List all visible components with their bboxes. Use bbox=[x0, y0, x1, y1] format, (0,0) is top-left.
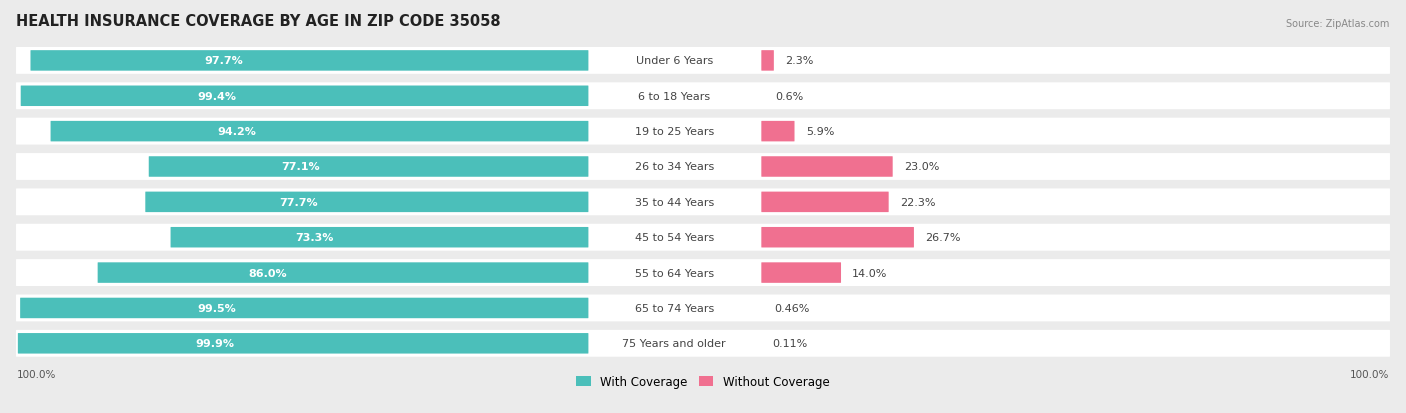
Text: 2.3%: 2.3% bbox=[785, 56, 814, 66]
Legend: With Coverage, Without Coverage: With Coverage, Without Coverage bbox=[572, 370, 834, 393]
Text: 75 Years and older: 75 Years and older bbox=[623, 339, 725, 349]
Text: 19 to 25 Years: 19 to 25 Years bbox=[634, 127, 714, 137]
Text: 23.0%: 23.0% bbox=[904, 162, 939, 172]
FancyBboxPatch shape bbox=[15, 83, 1391, 110]
FancyBboxPatch shape bbox=[21, 86, 588, 107]
FancyBboxPatch shape bbox=[20, 298, 588, 318]
FancyBboxPatch shape bbox=[149, 157, 588, 177]
Text: 6 to 18 Years: 6 to 18 Years bbox=[638, 92, 710, 102]
FancyBboxPatch shape bbox=[761, 121, 794, 142]
Text: 100.0%: 100.0% bbox=[1350, 369, 1389, 379]
FancyBboxPatch shape bbox=[51, 121, 588, 142]
FancyBboxPatch shape bbox=[761, 228, 914, 248]
Text: 26 to 34 Years: 26 to 34 Years bbox=[634, 162, 714, 172]
Text: 99.9%: 99.9% bbox=[195, 339, 235, 349]
FancyBboxPatch shape bbox=[31, 51, 588, 71]
Text: 99.5%: 99.5% bbox=[197, 303, 236, 313]
FancyBboxPatch shape bbox=[761, 263, 841, 283]
Text: HEALTH INSURANCE COVERAGE BY AGE IN ZIP CODE 35058: HEALTH INSURANCE COVERAGE BY AGE IN ZIP … bbox=[17, 14, 501, 29]
Text: 86.0%: 86.0% bbox=[247, 268, 287, 278]
FancyBboxPatch shape bbox=[15, 154, 1391, 180]
FancyBboxPatch shape bbox=[761, 157, 893, 177]
Text: 45 to 54 Years: 45 to 54 Years bbox=[634, 233, 714, 242]
Text: 55 to 64 Years: 55 to 64 Years bbox=[634, 268, 714, 278]
Text: 94.2%: 94.2% bbox=[217, 127, 256, 137]
Text: 35 to 44 Years: 35 to 44 Years bbox=[634, 197, 714, 207]
FancyBboxPatch shape bbox=[15, 224, 1391, 251]
Text: 0.46%: 0.46% bbox=[775, 303, 810, 313]
FancyBboxPatch shape bbox=[18, 333, 588, 354]
FancyBboxPatch shape bbox=[15, 259, 1391, 286]
FancyBboxPatch shape bbox=[761, 51, 773, 71]
Text: 73.3%: 73.3% bbox=[295, 233, 333, 242]
Text: 77.7%: 77.7% bbox=[278, 197, 318, 207]
Text: 99.4%: 99.4% bbox=[198, 92, 236, 102]
FancyBboxPatch shape bbox=[761, 192, 889, 213]
FancyBboxPatch shape bbox=[15, 330, 1391, 357]
Text: 100.0%: 100.0% bbox=[17, 369, 56, 379]
FancyBboxPatch shape bbox=[15, 295, 1391, 322]
FancyBboxPatch shape bbox=[145, 192, 588, 213]
Text: 14.0%: 14.0% bbox=[852, 268, 887, 278]
FancyBboxPatch shape bbox=[15, 189, 1391, 216]
Text: 22.3%: 22.3% bbox=[900, 197, 935, 207]
Text: 65 to 74 Years: 65 to 74 Years bbox=[634, 303, 714, 313]
Text: 97.7%: 97.7% bbox=[204, 56, 243, 66]
Text: Under 6 Years: Under 6 Years bbox=[636, 56, 713, 66]
Text: 26.7%: 26.7% bbox=[925, 233, 960, 242]
FancyBboxPatch shape bbox=[170, 228, 588, 248]
Text: 5.9%: 5.9% bbox=[806, 127, 834, 137]
Text: 0.6%: 0.6% bbox=[775, 92, 804, 102]
Text: 0.11%: 0.11% bbox=[772, 339, 808, 349]
FancyBboxPatch shape bbox=[15, 48, 1391, 75]
Text: Source: ZipAtlas.com: Source: ZipAtlas.com bbox=[1286, 19, 1389, 29]
FancyBboxPatch shape bbox=[97, 263, 588, 283]
Text: 77.1%: 77.1% bbox=[281, 162, 319, 172]
FancyBboxPatch shape bbox=[15, 119, 1391, 145]
